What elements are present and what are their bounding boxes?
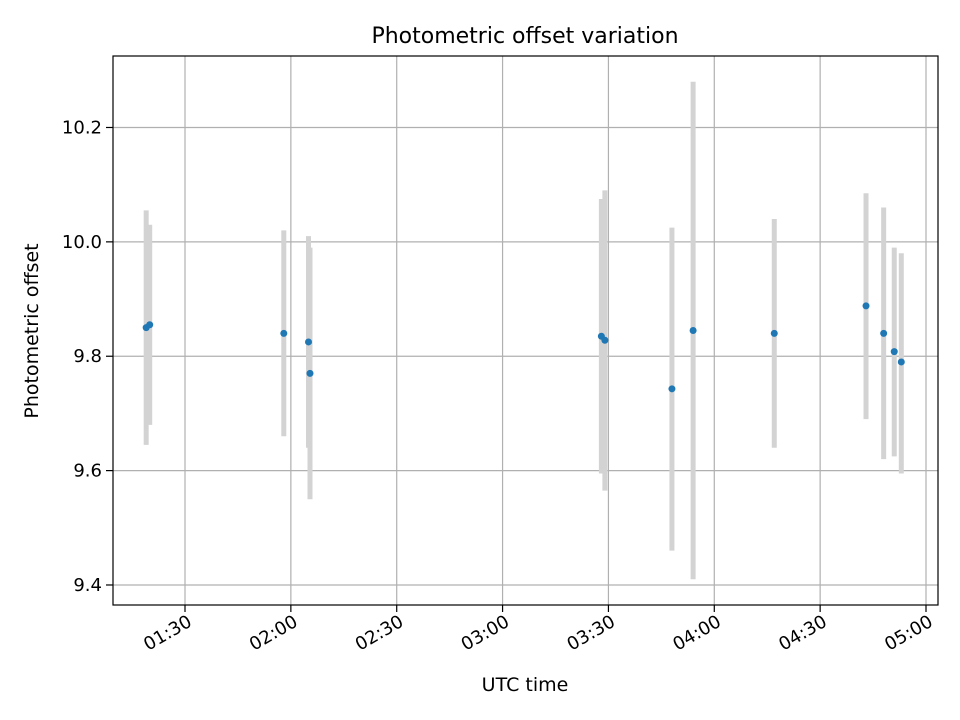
data-point	[306, 369, 314, 377]
y-tick-label: 9.8	[73, 346, 102, 367]
y-axis-title: Photometric offset	[21, 243, 43, 418]
data-point	[770, 329, 778, 337]
data-point	[601, 336, 609, 344]
y-axis: 9.4 9.6 9.8 10.0 10.2	[62, 117, 113, 596]
data-point	[146, 321, 154, 329]
y-tick-label: 9.4	[73, 575, 102, 596]
plot-frame	[112, 55, 939, 606]
chart-title: Photometric offset variation	[371, 24, 678, 49]
data-point	[689, 327, 697, 334]
data-point	[897, 358, 905, 366]
y-tick-label: 10.0	[62, 232, 102, 253]
grid	[113, 56, 938, 605]
data-point	[280, 329, 288, 337]
data-point	[862, 302, 870, 310]
data-points	[142, 302, 905, 393]
data-point	[880, 329, 888, 337]
y-tick-label: 9.6	[73, 461, 102, 482]
x-axis-title: UTC time	[482, 674, 569, 696]
data-point	[668, 385, 676, 393]
y-tick-label: 10.2	[62, 117, 102, 138]
data-point	[305, 338, 312, 346]
data-point	[890, 348, 898, 356]
